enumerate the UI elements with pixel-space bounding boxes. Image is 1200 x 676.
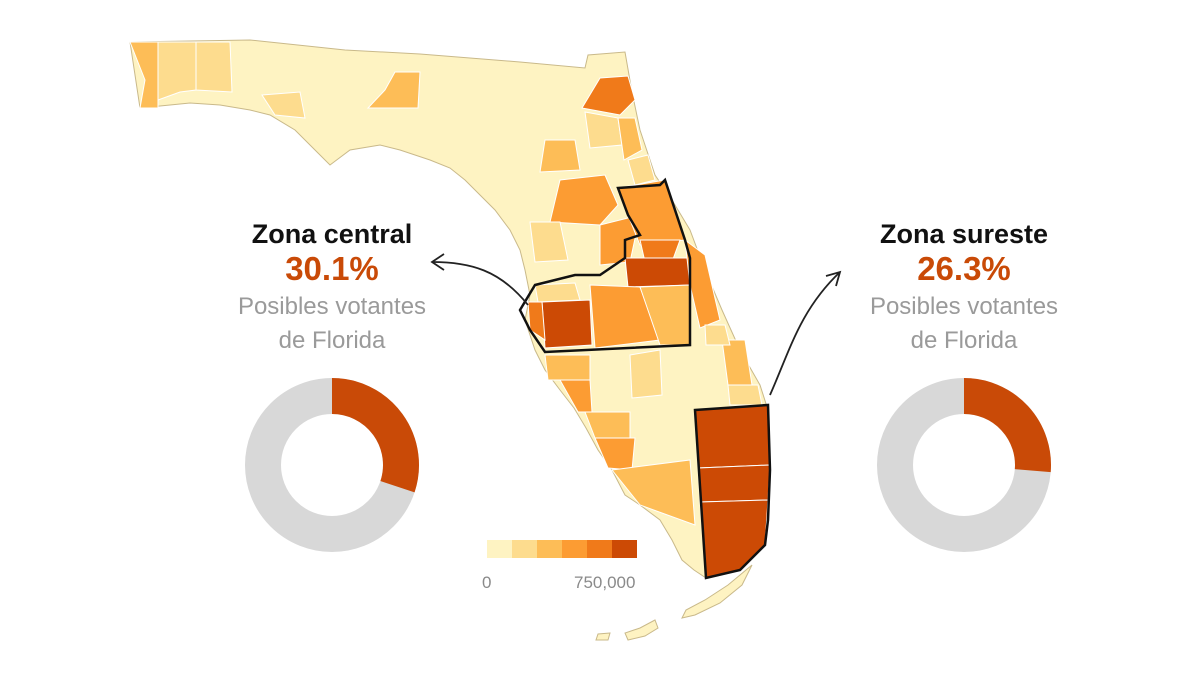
county-bay bbox=[261, 91, 306, 119]
county-hillsborough bbox=[541, 299, 593, 349]
county-broward bbox=[697, 464, 771, 503]
arrow-sureste bbox=[769, 271, 841, 396]
county-stjohns bbox=[617, 117, 643, 161]
zona-sureste-panel: Zona sureste 26.3% Posibles votantes de … bbox=[844, 218, 1084, 358]
county-flagler bbox=[627, 154, 656, 186]
county-okaloosa bbox=[195, 41, 233, 93]
zona-sureste-title: Zona sureste bbox=[879, 219, 1049, 249]
county-alachua bbox=[539, 139, 581, 173]
zona-central-subtitle-line2: de Florida bbox=[278, 327, 386, 354]
county-martin bbox=[727, 384, 763, 406]
legend-swatch-5 bbox=[587, 540, 612, 558]
zona-sureste-subtitle-line2: de Florida bbox=[910, 327, 1018, 354]
county-levy-citrus bbox=[529, 221, 569, 263]
arrow-sureste-head bbox=[825, 270, 842, 287]
zona-central-outline bbox=[518, 177, 692, 354]
zona-sureste-percent: 26.3% bbox=[917, 250, 1011, 287]
county-orange bbox=[624, 257, 691, 288]
donut-central-arc bbox=[331, 378, 419, 493]
zona-central-percent: 30.1% bbox=[285, 250, 379, 287]
zona-central-title: Zona central bbox=[251, 219, 413, 249]
zona-central-subtitle-line1: Posibles votantes bbox=[237, 293, 427, 320]
county-indian-river bbox=[704, 324, 731, 346]
legend-swatch-3 bbox=[537, 540, 562, 558]
county-collier bbox=[611, 459, 696, 526]
donut-sureste-arc bbox=[963, 378, 1051, 473]
county-desoto bbox=[629, 349, 663, 399]
county-escambia bbox=[129, 41, 159, 109]
county-santa-rosa bbox=[157, 41, 197, 101]
legend-swatch-1 bbox=[487, 540, 512, 558]
zona-sureste-subtitle-line1: Posibles votantes bbox=[869, 293, 1059, 320]
legend-swatch-6 bbox=[612, 540, 637, 558]
arrow-central bbox=[431, 261, 529, 306]
arrow-central-head bbox=[430, 253, 445, 271]
donut-central bbox=[245, 378, 419, 552]
county-miami-dade bbox=[699, 499, 769, 579]
county-marion bbox=[549, 174, 619, 226]
zona-central-panel: Zona central 30.1% Posibles votantes de … bbox=[212, 218, 452, 358]
florida-keys-west bbox=[595, 619, 659, 641]
legend-swatch-4 bbox=[562, 540, 587, 558]
legend-max-label: 750,000 bbox=[574, 573, 636, 592]
legend-color-scale bbox=[487, 540, 637, 558]
florida-keys bbox=[681, 564, 753, 619]
county-manatee bbox=[544, 354, 591, 381]
county-clay-stjohns bbox=[584, 111, 623, 149]
donut-sureste bbox=[877, 378, 1051, 552]
county-pasco bbox=[534, 282, 581, 303]
legend-min-label: 0 bbox=[482, 573, 492, 592]
zona-sureste-outline bbox=[693, 403, 772, 580]
county-pinellas bbox=[527, 301, 546, 341]
county-duval bbox=[581, 75, 636, 116]
county-palm-beach bbox=[694, 404, 771, 469]
legend-swatch-2 bbox=[512, 540, 537, 558]
county-leon bbox=[366, 71, 421, 109]
